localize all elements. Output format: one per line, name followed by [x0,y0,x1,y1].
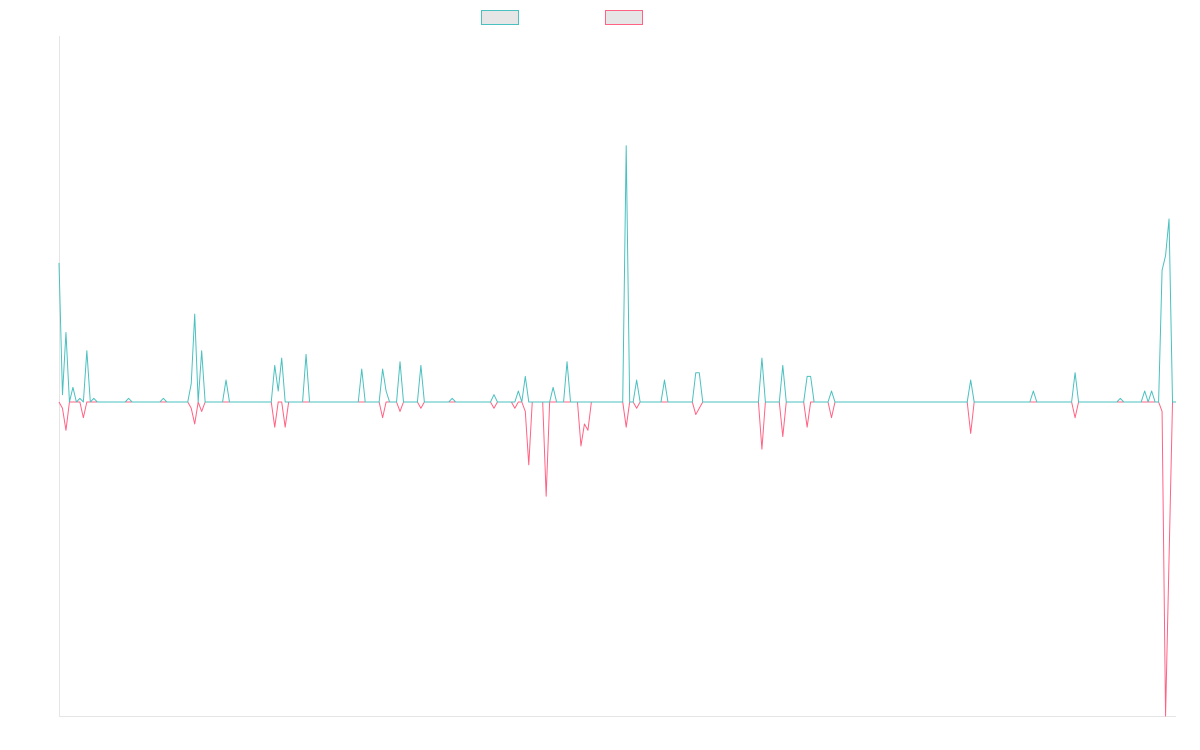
legend-item-series-1[interactable] [481,9,525,26]
legend-swatch-series-1 [481,10,519,25]
legend-item-series-2[interactable] [605,9,649,26]
series-line-2 [58,401,1176,717]
series-line-1 [58,145,1176,403]
legend-swatch-series-2 [605,10,643,25]
